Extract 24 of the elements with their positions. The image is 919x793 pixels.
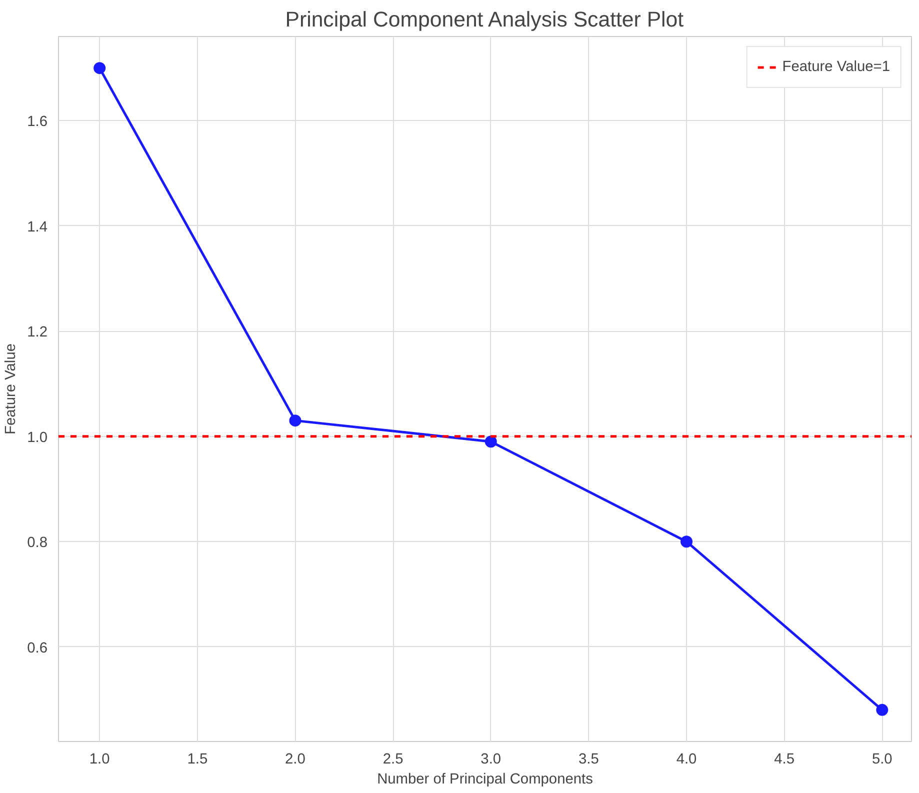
point	[876, 704, 888, 716]
x-tick-label: 3.5	[578, 752, 599, 768]
x-tick-label: 1.0	[89, 752, 110, 768]
x-tick-label: 4.0	[676, 752, 697, 768]
chart-title: Principal Component Analysis Scatter Plot	[285, 8, 684, 32]
x-tick-label: 2.5	[382, 752, 404, 768]
x-tick-label: 4.5	[774, 752, 795, 768]
point	[680, 536, 693, 548]
point	[94, 62, 106, 74]
x-tick-label: 3.0	[480, 752, 502, 768]
legend-label: Feature Value=1	[782, 59, 890, 75]
point	[289, 414, 302, 427]
x-tick-label: 5.0	[872, 752, 892, 768]
y-axis-title: Feature Value	[3, 344, 20, 434]
x-tick-label: 2.0	[285, 752, 306, 768]
y-tick-label: 1.2	[27, 324, 48, 341]
x-axis-title: Number of Principal Components	[377, 772, 593, 788]
y-tick-label: 0.6	[27, 640, 48, 656]
point	[484, 436, 497, 448]
y-tick-label: 0.8	[27, 535, 48, 552]
y-tick-label: 1.4	[27, 219, 48, 236]
y-tick-label: 1.6	[27, 114, 48, 130]
x-tick-label: 1.5	[187, 752, 208, 768]
y-tick-label: 1.0	[27, 430, 48, 446]
